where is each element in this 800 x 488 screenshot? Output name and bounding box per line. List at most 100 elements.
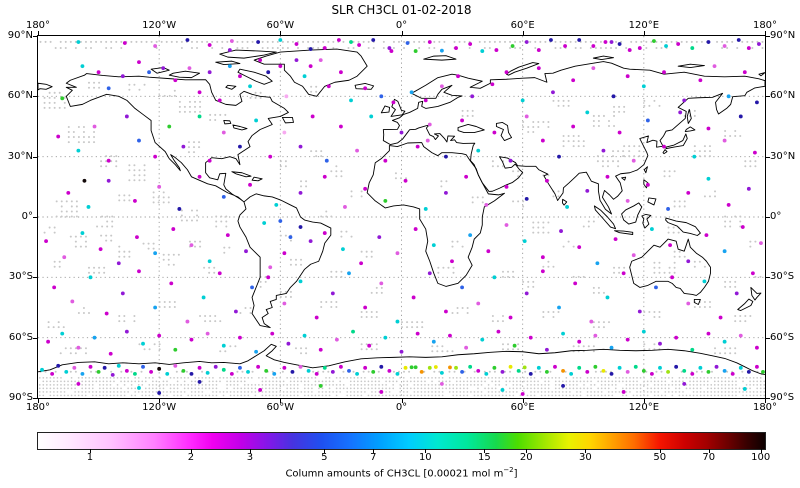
gray-dot bbox=[67, 380, 69, 383]
gray-dot bbox=[105, 46, 108, 49]
data-point bbox=[740, 225, 745, 229]
gray-dot bbox=[643, 311, 646, 314]
gray-dot bbox=[438, 380, 440, 383]
gray-dot bbox=[751, 40, 754, 43]
data-point bbox=[227, 64, 232, 69]
gray-dot bbox=[143, 83, 146, 86]
gray-dot bbox=[118, 199, 121, 202]
gray-dot bbox=[754, 275, 757, 278]
gray-dot bbox=[633, 155, 636, 158]
gray-dot bbox=[653, 384, 656, 386]
gray-dot bbox=[716, 40, 719, 43]
gray-dot bbox=[532, 231, 535, 234]
gray-dot bbox=[293, 384, 296, 386]
gray-dot bbox=[406, 326, 409, 329]
data-point bbox=[244, 249, 248, 254]
gray-dot bbox=[69, 370, 72, 373]
gray-dot bbox=[738, 376, 741, 379]
gray-dot bbox=[463, 370, 466, 373]
gray-dot bbox=[623, 266, 626, 269]
gray-dot bbox=[594, 370, 597, 373]
gray-dot bbox=[673, 205, 676, 208]
gray-dot bbox=[187, 146, 190, 149]
data-point bbox=[508, 364, 513, 369]
gray-dot bbox=[120, 370, 123, 373]
gray-dot bbox=[367, 387, 370, 390]
gray-dot bbox=[431, 384, 433, 386]
data-point bbox=[637, 46, 642, 50]
gray-dot bbox=[752, 391, 755, 393]
gray-dot bbox=[557, 190, 560, 193]
gray-dot bbox=[133, 179, 136, 182]
gray-dot bbox=[734, 315, 737, 318]
gray-dot bbox=[106, 376, 108, 379]
gray-dot bbox=[199, 245, 202, 248]
gray-dot bbox=[700, 40, 703, 43]
gray-dot bbox=[703, 384, 706, 386]
data-point bbox=[662, 144, 666, 149]
gray-dot bbox=[350, 195, 353, 198]
gray-dot bbox=[680, 370, 683, 373]
gray-dot bbox=[367, 370, 370, 373]
gray-dot bbox=[607, 321, 611, 324]
data-point bbox=[617, 130, 622, 135]
gray-dot bbox=[201, 376, 204, 379]
plot-title: SLR CH3CL 01-02-2018 bbox=[331, 3, 472, 17]
gray-dot bbox=[693, 114, 696, 117]
gray-dot bbox=[473, 370, 476, 373]
colorbar-tick-label: 15 bbox=[478, 452, 491, 463]
gray-dot bbox=[639, 384, 642, 386]
gray-dot bbox=[44, 40, 47, 43]
gray-dot bbox=[586, 394, 589, 397]
gray-dot bbox=[667, 231, 670, 234]
gray-dot bbox=[399, 391, 402, 393]
axis-tick bbox=[766, 156, 770, 158]
data-point bbox=[686, 190, 691, 195]
gray-dot bbox=[335, 384, 338, 386]
gray-dot bbox=[233, 384, 235, 386]
data-point bbox=[698, 365, 703, 370]
gray-dot bbox=[431, 387, 433, 390]
data-point bbox=[439, 370, 444, 375]
colorbar-tick-label: 20 bbox=[519, 452, 533, 463]
gray-dot bbox=[72, 131, 75, 134]
gray-dot bbox=[692, 394, 695, 397]
gray-dot bbox=[516, 380, 518, 383]
gray-dot bbox=[572, 376, 575, 379]
gray-dot bbox=[427, 394, 430, 397]
gray-dot bbox=[209, 118, 212, 121]
gray-dot bbox=[356, 394, 359, 397]
gray-dot bbox=[233, 380, 235, 383]
gray-dot bbox=[93, 131, 96, 134]
gray-dot bbox=[45, 384, 48, 386]
data-point bbox=[480, 49, 485, 53]
gray-dot bbox=[494, 394, 497, 397]
gray-dot bbox=[60, 376, 62, 379]
gray-dot bbox=[56, 391, 59, 393]
gray-dot bbox=[759, 376, 762, 379]
gray-dot bbox=[236, 384, 239, 386]
gray-dot bbox=[74, 40, 77, 43]
gray-dot bbox=[724, 394, 727, 397]
data-point bbox=[106, 86, 111, 91]
gray-dot bbox=[247, 387, 250, 390]
gray-dot bbox=[710, 384, 713, 386]
gray-dot bbox=[703, 305, 706, 309]
gray-dot bbox=[452, 271, 455, 274]
data-point bbox=[124, 114, 129, 119]
gray-dot bbox=[180, 209, 183, 212]
gray-dot bbox=[82, 306, 85, 310]
gray-dot bbox=[534, 46, 537, 49]
gray-dot bbox=[352, 370, 355, 373]
data-point bbox=[282, 301, 287, 306]
gray-dot bbox=[554, 391, 557, 393]
gray-dot bbox=[557, 195, 560, 198]
gray-dot bbox=[123, 320, 126, 323]
gray-dot bbox=[69, 40, 72, 43]
gray-dot bbox=[512, 384, 515, 386]
gray-dot bbox=[395, 394, 398, 397]
data-point bbox=[98, 247, 103, 252]
gray-dot bbox=[353, 387, 356, 390]
gray-dot bbox=[713, 384, 716, 386]
gray-dot bbox=[409, 380, 412, 383]
